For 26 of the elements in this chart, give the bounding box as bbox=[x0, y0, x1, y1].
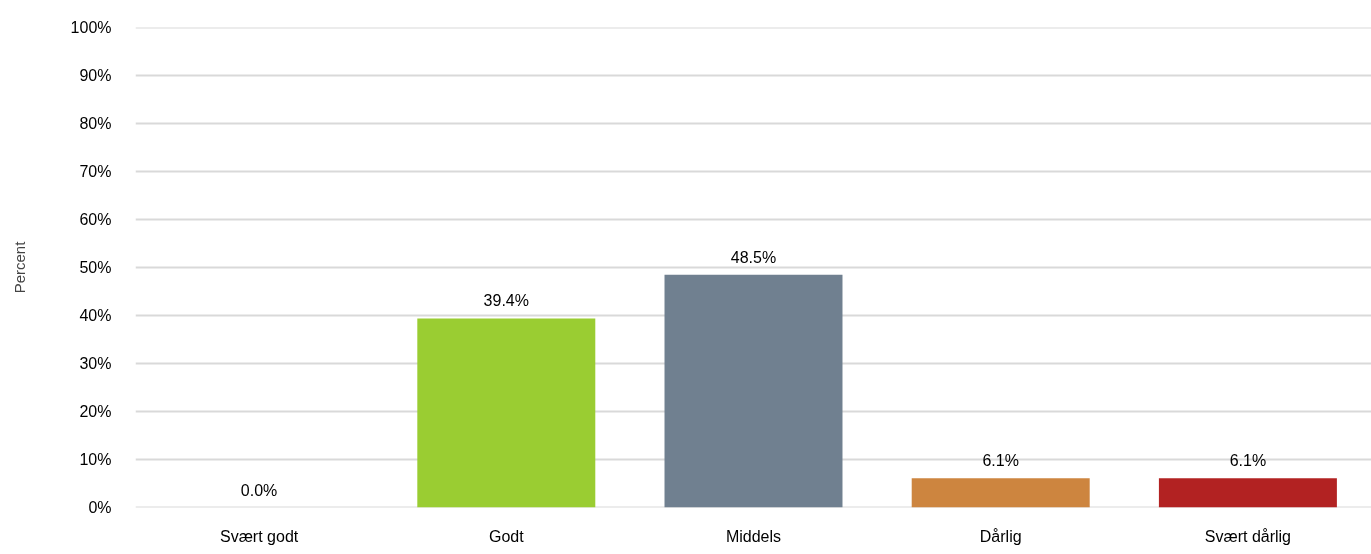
bar bbox=[417, 318, 596, 508]
y-tick-label: 100% bbox=[70, 19, 112, 36]
data-label: 6.1% bbox=[1229, 452, 1267, 470]
y-tick-label: 70% bbox=[79, 163, 112, 180]
y-tick-label: 20% bbox=[79, 403, 112, 420]
y-tick-label: 30% bbox=[79, 355, 112, 372]
y-tick-label: 60% bbox=[79, 211, 112, 228]
bar bbox=[1158, 478, 1337, 508]
y-tick-label: 90% bbox=[79, 67, 112, 84]
data-label: 39.4% bbox=[483, 292, 529, 310]
y-tick-label: 80% bbox=[79, 115, 112, 132]
y-tick-label: 10% bbox=[79, 451, 112, 468]
data-label: 0.0% bbox=[240, 481, 278, 499]
y-tick-label: 0% bbox=[88, 499, 112, 516]
x-tick-label: Middels bbox=[725, 527, 782, 545]
bar bbox=[911, 478, 1090, 508]
x-tick-label: Svært godt bbox=[219, 527, 299, 545]
y-axis-title: Percent bbox=[10, 240, 28, 294]
x-tick-label: Svært dårlig bbox=[1204, 527, 1292, 545]
x-tick-label: Dårlig bbox=[979, 527, 1022, 545]
data-label: 48.5% bbox=[730, 248, 777, 266]
y-tick-label: 50% bbox=[79, 259, 112, 276]
y-tick-label: 40% bbox=[79, 307, 112, 324]
x-tick-label: Godt bbox=[488, 527, 525, 545]
data-label: 6.1% bbox=[982, 452, 1019, 470]
bar bbox=[664, 274, 843, 508]
